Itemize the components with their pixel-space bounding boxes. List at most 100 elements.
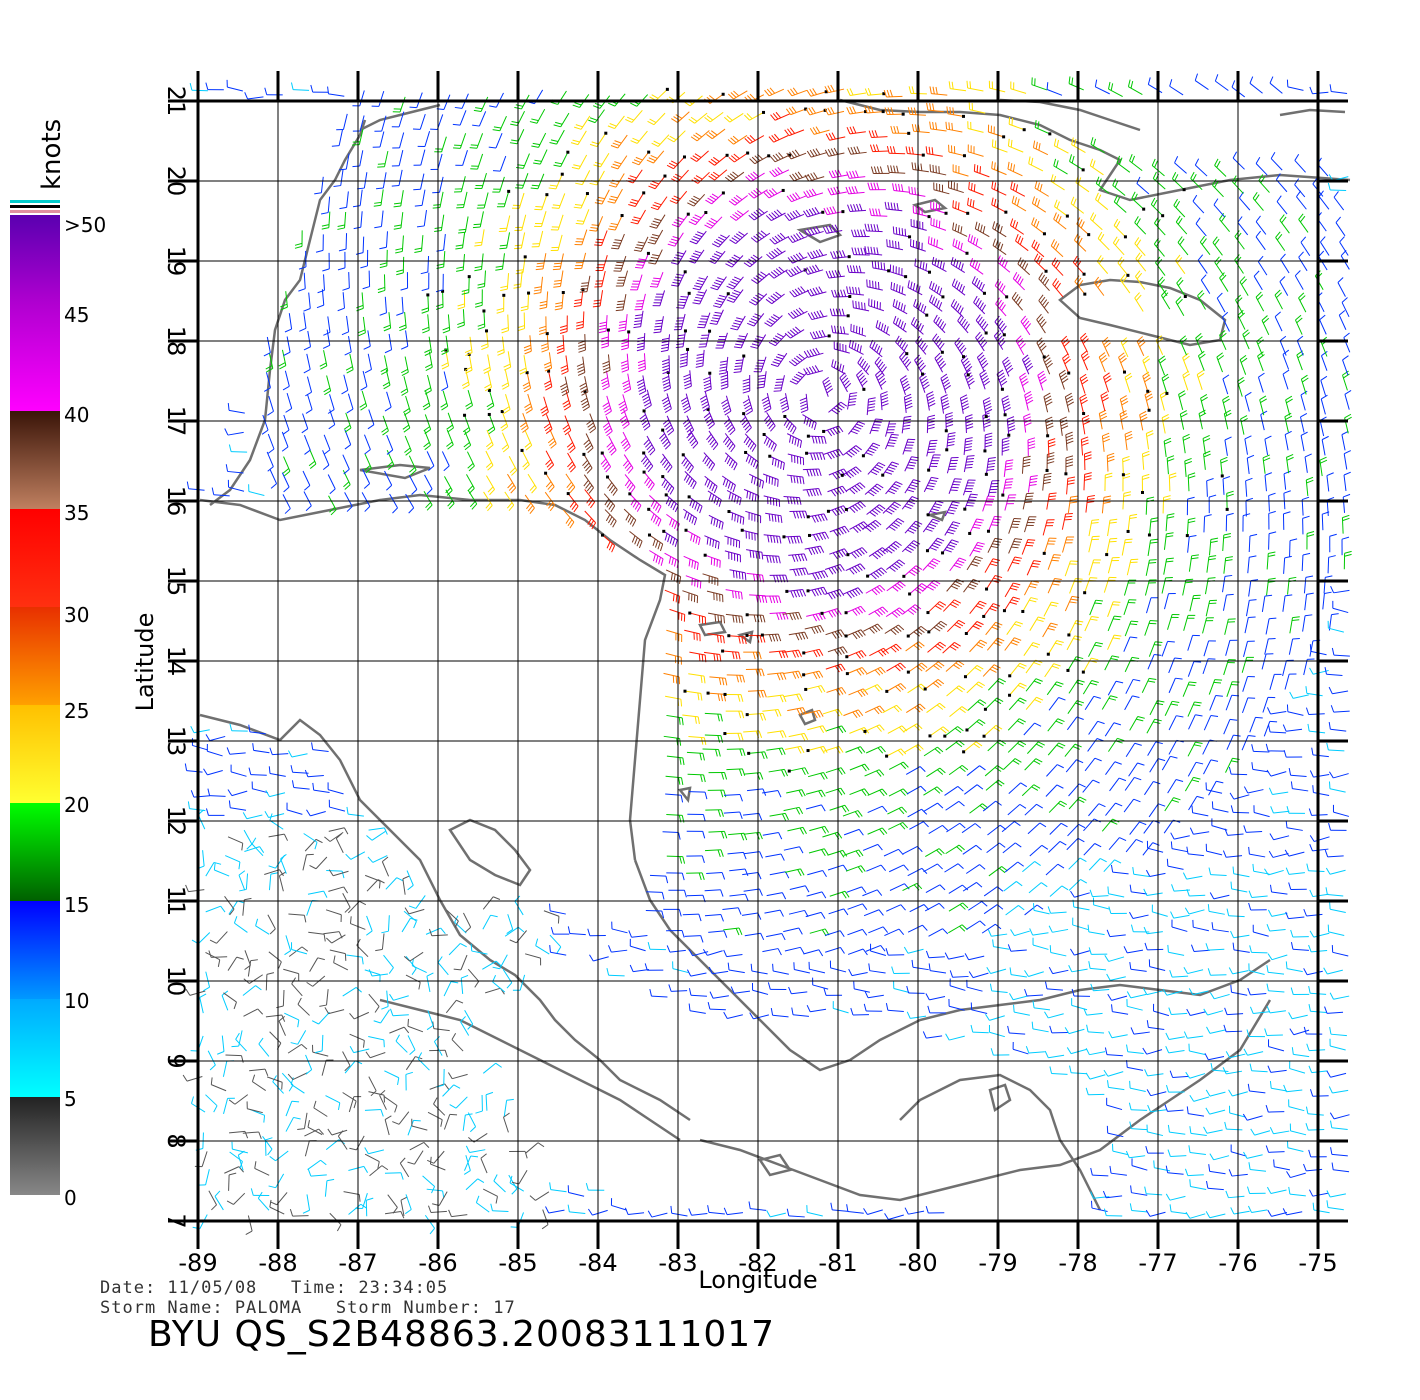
wind-barb <box>1221 311 1230 332</box>
wind-barb <box>664 493 679 513</box>
wind-barb <box>824 589 845 600</box>
wind-barb <box>1003 881 1023 892</box>
wind-barb <box>1048 840 1067 853</box>
legend-label: 30 <box>64 603 89 627</box>
wind-barb <box>1179 410 1188 430</box>
wind-barb <box>1076 217 1091 237</box>
wind-barb <box>665 793 684 803</box>
wind-barb <box>401 356 409 377</box>
y-tick-label: 8 <box>162 1133 190 1148</box>
wind-barb <box>284 1012 300 1028</box>
wind-barb <box>1298 213 1309 233</box>
wind-barb <box>901 496 919 510</box>
wind-barb <box>1089 889 1109 898</box>
wind-barb <box>1090 1191 1110 1199</box>
wind-barb <box>1289 691 1309 699</box>
wind-barb <box>331 129 343 147</box>
wind-barb <box>349 1045 370 1054</box>
wind-barb <box>524 494 535 515</box>
wind-barb <box>342 1092 357 1109</box>
wind-barb <box>1126 513 1138 533</box>
wind-barb <box>1186 846 1204 857</box>
wind-barb <box>1167 613 1180 630</box>
wind-barb <box>827 849 848 858</box>
wind-barb <box>549 903 566 915</box>
wind-barb <box>575 209 590 225</box>
wind-barb <box>315 1034 324 1054</box>
wind-barb <box>952 222 968 237</box>
wind-barb <box>323 316 331 336</box>
wind-barb <box>1106 1080 1125 1091</box>
wind-barb <box>407 1018 424 1033</box>
wind-barb <box>1305 707 1325 716</box>
wind-barb <box>750 963 768 975</box>
wind-barb <box>584 510 597 530</box>
wind-barb <box>952 200 970 215</box>
wind-barb <box>867 827 888 836</box>
wind-barb <box>1129 911 1149 920</box>
wind-barb <box>1220 456 1228 478</box>
wind-barb <box>1289 538 1298 557</box>
wind-barb <box>352 150 364 168</box>
wind-barb <box>1008 697 1027 711</box>
wind-barb <box>1086 1024 1105 1034</box>
wind-barb <box>1282 594 1293 612</box>
wind-barb <box>1043 392 1053 413</box>
wind-barb <box>1265 617 1277 635</box>
island-roatan <box>359 463 431 480</box>
wind-barb <box>457 309 465 329</box>
wind-barb <box>307 890 328 898</box>
wind-barb <box>228 444 248 453</box>
wind-barb <box>210 1077 227 1092</box>
wind-barb <box>1098 352 1108 373</box>
wind-barb <box>407 1150 424 1165</box>
wind-barb <box>743 433 757 452</box>
wind-barb <box>414 189 426 207</box>
wind-barb <box>278 349 287 370</box>
wind-barb <box>1244 435 1252 455</box>
wind-barb <box>1228 967 1249 975</box>
wind-barb <box>762 432 777 452</box>
wind-barb <box>929 121 947 132</box>
wind-barb <box>1051 257 1064 276</box>
wind-barb <box>922 518 940 533</box>
wind-barb <box>1166 858 1184 870</box>
wind-barb <box>1216 292 1226 313</box>
wind-barb <box>453 954 468 971</box>
wind-barb <box>1269 1080 1288 1092</box>
wind-barb <box>226 79 243 92</box>
wind-barb <box>1179 335 1188 356</box>
wind-barb <box>290 1030 307 1045</box>
wind-barb <box>1034 120 1052 136</box>
wind-barb <box>766 932 786 941</box>
wind-barb <box>848 968 868 977</box>
wind-barb <box>342 1051 351 1072</box>
wind-barb <box>1301 552 1311 572</box>
wind-barb <box>1279 276 1289 296</box>
wind-barb <box>405 1071 414 1091</box>
wind-barb <box>875 320 891 336</box>
wind-barb <box>1147 741 1163 756</box>
wind-barb <box>647 533 664 552</box>
wind-barb <box>620 353 630 373</box>
wind-barb <box>1007 138 1024 153</box>
wind-barb <box>668 984 688 992</box>
wind-barb <box>987 678 1006 691</box>
wind-barb <box>966 765 986 776</box>
wind-barb <box>1303 1026 1323 1035</box>
wind-barb <box>1104 655 1120 671</box>
wind-barb <box>782 649 802 658</box>
wind-barb <box>765 209 786 222</box>
wind-barb <box>227 836 244 851</box>
wind-barb <box>1200 393 1208 414</box>
wind-barb <box>1283 1084 1303 1093</box>
wind-barb <box>514 895 524 916</box>
wind-barb <box>1123 599 1137 616</box>
wind-barb <box>1124 430 1133 451</box>
file-id: BYU QS_S2B48863.20083111017 <box>148 1314 776 1355</box>
wind-barb <box>267 395 274 416</box>
wind-barb <box>1141 677 1157 693</box>
wind-barb <box>323 434 331 455</box>
wind-barb <box>503 351 512 371</box>
wind-barb <box>326 934 346 944</box>
